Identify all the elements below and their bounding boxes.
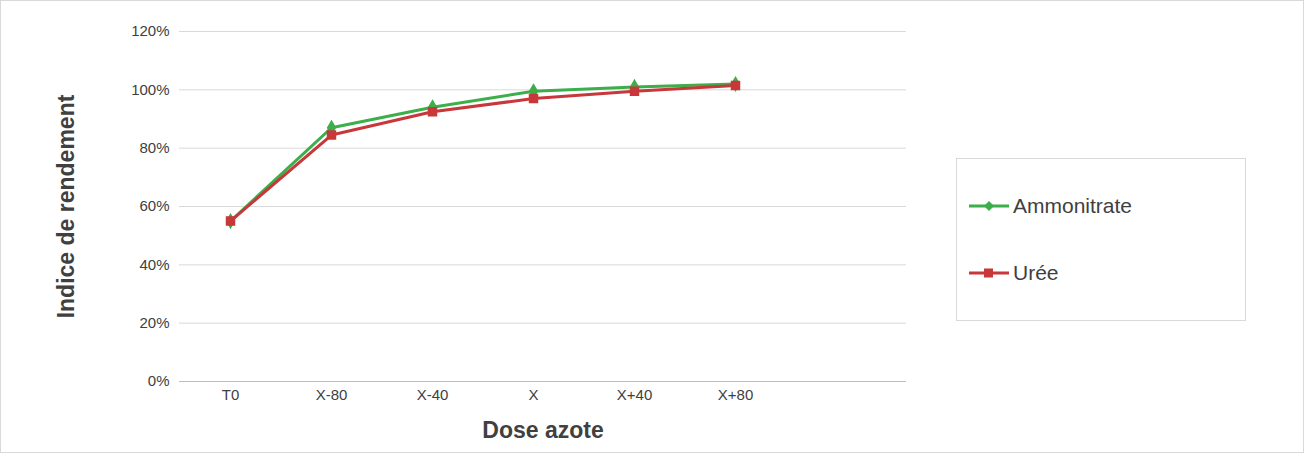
svg-text:Dose azote: Dose azote xyxy=(482,417,603,443)
svg-text:40%: 40% xyxy=(139,256,169,273)
svg-text:Indice de rendement: Indice de rendement xyxy=(53,94,79,318)
svg-text:120%: 120% xyxy=(131,22,169,39)
html-text:Ammonitrate: Ammonitrate xyxy=(1013,194,1132,218)
html-text:Urée: Urée xyxy=(1013,260,1059,284)
svg-text:20%: 20% xyxy=(139,314,169,331)
svg-text:80%: 80% xyxy=(139,139,169,156)
svg-text:100%: 100% xyxy=(131,81,169,98)
svg-text:X+40: X+40 xyxy=(617,386,652,403)
svg-text:0%: 0% xyxy=(148,372,170,389)
svg-text:60%: 60% xyxy=(139,197,169,214)
svg-text:X+80: X+80 xyxy=(718,386,753,403)
svg-text:X: X xyxy=(528,386,538,403)
svg-text:T0: T0 xyxy=(222,386,240,403)
svg-text:X-40: X-40 xyxy=(417,386,449,403)
svg-text:X-80: X-80 xyxy=(316,386,348,403)
